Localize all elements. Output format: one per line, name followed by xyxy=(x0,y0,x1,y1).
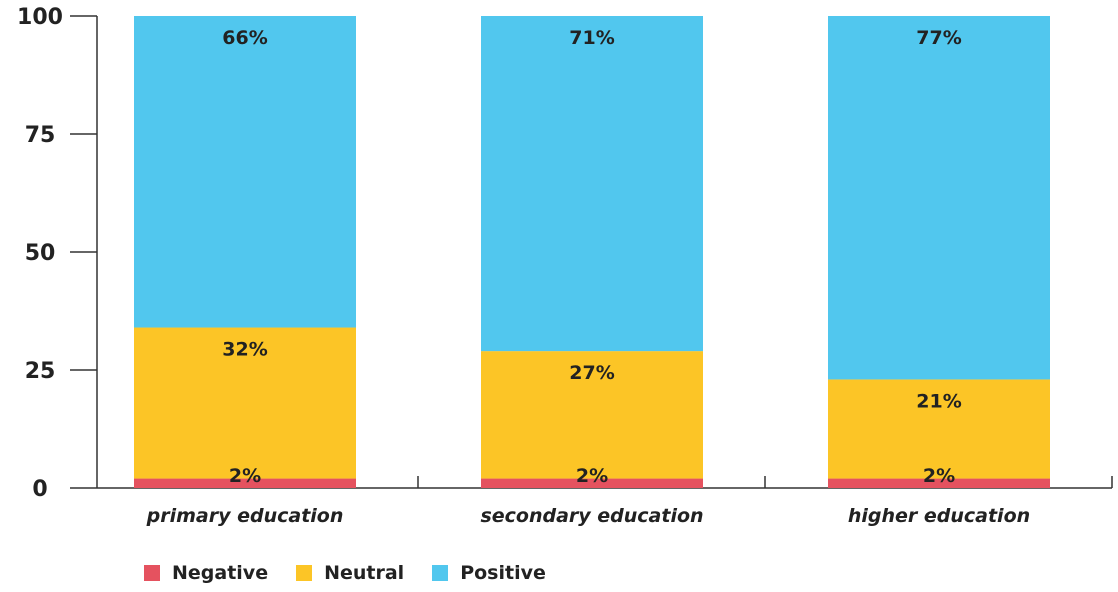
bar-segment-positive[interactable] xyxy=(828,16,1050,380)
legend-item-neutral[interactable]: Neutral xyxy=(296,562,404,584)
bar-segment-negative[interactable] xyxy=(828,478,1050,488)
bars xyxy=(134,16,1050,488)
data-label-neutral: 32% xyxy=(222,339,267,361)
data-label-positive: 71% xyxy=(569,27,614,49)
data-label-positive: 66% xyxy=(222,27,267,49)
x-category-label: primary education xyxy=(146,505,344,527)
bar-segment-negative[interactable] xyxy=(481,478,703,488)
legend-label-negative: Negative xyxy=(172,562,269,584)
data-label-positive: 77% xyxy=(916,27,961,49)
data-label-neutral: 27% xyxy=(569,362,614,384)
bar-segment-neutral[interactable] xyxy=(134,327,356,479)
data-label-neutral: 21% xyxy=(916,390,961,412)
y-tick-label: 0 xyxy=(32,477,47,502)
axes: 0 25 50 75 100 primary education secondary edu… xyxy=(17,5,1113,527)
y-tick-label: 75 xyxy=(25,123,56,148)
legend: Negative Neutral Positive xyxy=(144,562,574,584)
legend-label-neutral: Neutral xyxy=(324,562,405,584)
y-tick-label: 50 xyxy=(25,241,56,266)
data-label-negative: 2% xyxy=(229,465,261,487)
data-labels: 2% 32% 66% 2% 27% 71% 2% 21% 77% xyxy=(222,27,961,487)
legend-swatch-neutral xyxy=(296,565,313,581)
bar-segment-neutral[interactable] xyxy=(828,379,1050,479)
legend-swatch-negative xyxy=(144,565,160,581)
legend-item-negative[interactable]: Negative xyxy=(144,562,268,584)
x-category-label: secondary education xyxy=(480,505,703,527)
x-category-label: higher education xyxy=(848,505,1030,527)
data-label-negative: 2% xyxy=(576,465,608,487)
legend-item-positive[interactable]: Positive xyxy=(432,562,546,584)
y-tick-label: 100 xyxy=(17,5,63,30)
bar-segment-positive[interactable] xyxy=(134,16,356,328)
data-label-negative: 2% xyxy=(923,465,955,487)
legend-swatch-positive xyxy=(432,565,449,581)
bar-segment-neutral[interactable] xyxy=(481,351,703,479)
bar-segment-positive[interactable] xyxy=(481,16,703,352)
legend-label-positive: Positive xyxy=(460,562,546,584)
y-tick-label: 25 xyxy=(25,359,56,384)
bar-segment-negative[interactable] xyxy=(134,478,356,488)
